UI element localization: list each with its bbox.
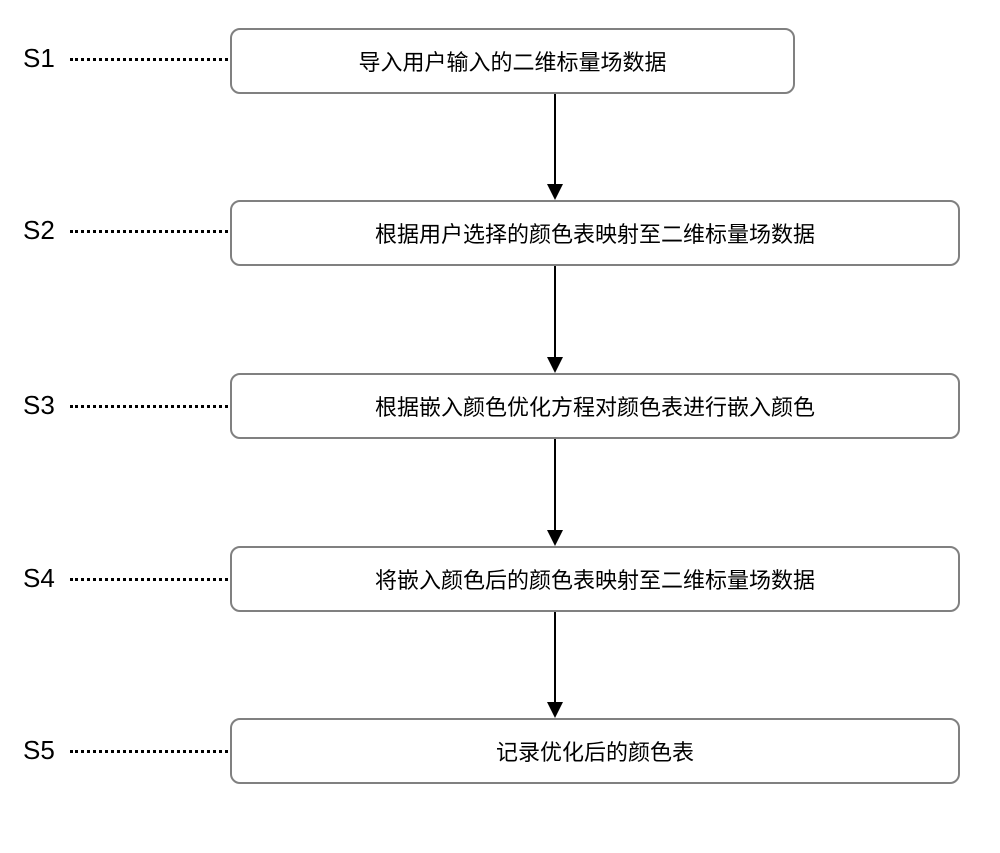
box-text-s1: 导入用户输入的二维标量场数据 [358, 45, 666, 77]
flowchart-box-s2: 根据用户选择的颜色表映射至二维标量场数据 [230, 200, 960, 266]
dotted-connector-s5 [70, 750, 228, 753]
arrow-head-2 [547, 357, 563, 373]
arrow-head-1 [547, 184, 563, 200]
arrow-line-3 [554, 439, 556, 532]
flowchart-box-s4: 将嵌入颜色后的颜色表映射至二维标量场数据 [230, 546, 960, 612]
flowchart-canvas: S1 导入用户输入的二维标量场数据 S2 根据用户选择的颜色表映射至二维标量场数… [0, 0, 1000, 853]
box-text-s5: 记录优化后的颜色表 [496, 735, 694, 767]
step-label-s4: S4 [23, 563, 55, 594]
arrow-head-3 [547, 530, 563, 546]
dotted-connector-s4 [70, 578, 228, 581]
dotted-connector-s3 [70, 405, 228, 408]
step-label-s3: S3 [23, 390, 55, 421]
box-text-s2: 根据用户选择的颜色表映射至二维标量场数据 [375, 217, 815, 249]
dotted-connector-s1 [70, 58, 228, 61]
step-label-s5: S5 [23, 735, 55, 766]
box-text-s4: 将嵌入颜色后的颜色表映射至二维标量场数据 [375, 563, 815, 595]
arrow-line-2 [554, 266, 556, 359]
arrow-line-4 [554, 612, 556, 704]
flowchart-box-s1: 导入用户输入的二维标量场数据 [230, 28, 795, 94]
step-label-s2: S2 [23, 215, 55, 246]
flowchart-box-s5: 记录优化后的颜色表 [230, 718, 960, 784]
step-label-s1: S1 [23, 43, 55, 74]
flowchart-box-s3: 根据嵌入颜色优化方程对颜色表进行嵌入颜色 [230, 373, 960, 439]
dotted-connector-s2 [70, 230, 228, 233]
arrow-line-1 [554, 94, 556, 186]
box-text-s3: 根据嵌入颜色优化方程对颜色表进行嵌入颜色 [375, 390, 815, 422]
arrow-head-4 [547, 702, 563, 718]
